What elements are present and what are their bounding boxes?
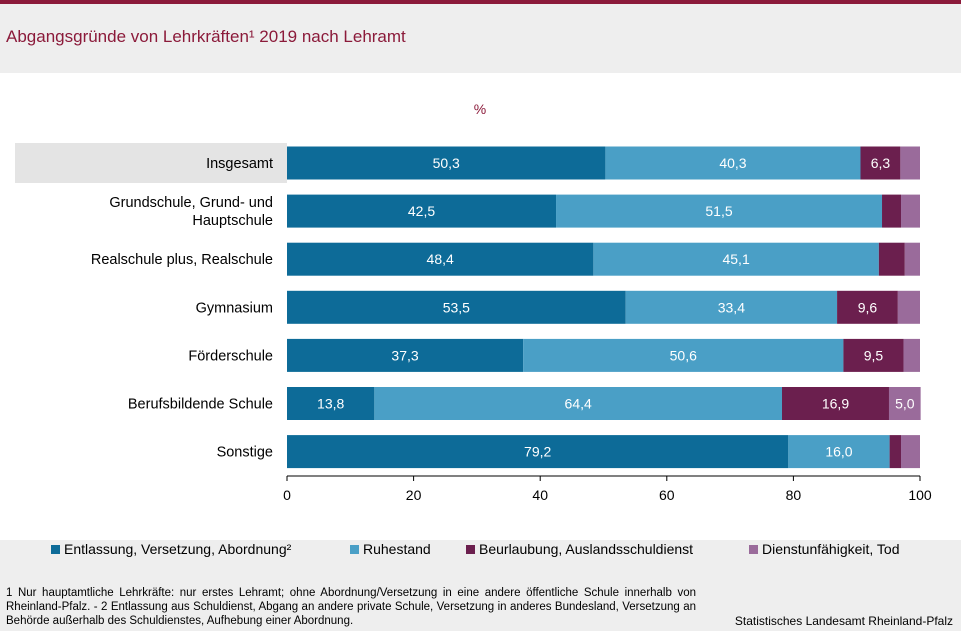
bar-segment (593, 242, 879, 276)
category-label: Hauptschule (192, 213, 273, 229)
bar-segment (782, 387, 889, 420)
data-label: 16,0 (825, 444, 852, 460)
category-label: Förderschule (188, 348, 273, 364)
bar-segment (625, 290, 838, 324)
bar-segment (837, 290, 898, 324)
legend-swatch (749, 544, 758, 554)
bar-segment (556, 194, 883, 228)
x-tick-label: 60 (659, 487, 675, 503)
bar-segment (889, 435, 902, 469)
bar-segment (901, 435, 920, 469)
category-label: Gymnasium (196, 300, 273, 316)
bar-segment (901, 194, 920, 228)
data-label: 53,5 (443, 299, 470, 315)
x-tick-label: 100 (908, 487, 932, 503)
legend-swatch (466, 544, 475, 554)
stacked-bar-chart: % Insgesamt 50,3 40,3 6,3 Grundschule, Grund-… (0, 80, 961, 540)
bar-segment (374, 387, 783, 420)
bar-segment (287, 338, 524, 372)
bar-segment (788, 435, 890, 469)
bar-segment (878, 242, 905, 276)
bar-segment (523, 338, 844, 372)
highlight-row-background (15, 143, 287, 183)
data-label: 37,3 (391, 347, 418, 363)
x-tick-label: 80 (786, 487, 802, 503)
data-label: 9,5 (864, 347, 884, 363)
legend-item: Ruhestand (350, 541, 431, 557)
category-label: Grundschule, Grund- und (109, 195, 273, 211)
x-tick-label: 0 (283, 487, 291, 503)
data-label: 64,4 (565, 396, 592, 412)
x-tick-label: 20 (406, 487, 422, 503)
legend-label: Ruhestand (363, 541, 431, 557)
bar-segment (287, 194, 557, 228)
chart-legend: Entlassung, Versetzung, Abordnung² Ruhest… (0, 541, 961, 559)
legend-label: Entlassung, Versetzung, Abordnung² (64, 541, 292, 557)
legend-label: Beurlaubung, Auslandsschuldienst (479, 541, 694, 557)
data-label: 50,3 (433, 155, 460, 171)
category-label: Sonstige (217, 445, 273, 461)
category-label: Insgesamt (206, 156, 273, 172)
category-label: Realschule plus, Realschule (91, 252, 273, 268)
data-label: 51,5 (705, 203, 732, 219)
bar-segment (287, 435, 789, 469)
data-label: 9,6 (858, 299, 878, 315)
bar-segment (860, 146, 901, 180)
category-label: Berufsbildende Schule (128, 397, 273, 413)
data-label: 42,5 (408, 203, 435, 219)
top-accent-line (0, 0, 961, 4)
bar-segment (843, 338, 904, 372)
data-label: 45,1 (722, 251, 749, 267)
data-label: 5,0 (895, 396, 915, 412)
bar-segment (903, 338, 920, 372)
data-label: 79,2 (524, 444, 551, 460)
legend-swatch (51, 544, 60, 554)
data-label: 48,4 (427, 251, 454, 267)
data-label: 33,4 (718, 299, 745, 315)
bar-segment (287, 146, 606, 180)
legend-swatch (350, 544, 359, 554)
legend-item: Beurlaubung, Auslandsschuldienst (466, 541, 693, 557)
bar-segment (605, 146, 861, 180)
bar-segment (287, 290, 626, 324)
data-label: 40,3 (719, 155, 746, 171)
bar-segment (888, 387, 921, 420)
data-label: 50,6 (670, 347, 697, 363)
x-tick-label: 40 (532, 487, 548, 503)
bar-segment (900, 146, 920, 180)
bar-segment (287, 242, 594, 276)
data-label: 13,8 (317, 396, 344, 412)
legend-label: Dienstunfähigkeit, Tod (762, 541, 900, 557)
unit-label: % (474, 101, 486, 117)
data-label: 16,9 (822, 396, 849, 412)
chart-title: Abgangsgründe von Lehrkräften¹ 2019 nach… (6, 27, 406, 46)
legend-item: Dienstunfähigkeit, Tod (749, 541, 900, 557)
bar-segment (904, 242, 920, 276)
source-note: Statistisches Landesamt Rheinland-Pfalz (734, 614, 953, 628)
title-separator (0, 73, 961, 80)
data-label: 6,3 (871, 155, 891, 171)
bar-segment (897, 290, 920, 324)
legend-item: Entlassung, Versetzung, Abordnung² (51, 541, 291, 557)
bar-segment (287, 387, 375, 420)
footnote: 1 Nur hauptamtliche Lehrkräfte: nur erst… (6, 587, 696, 627)
bar-segment (882, 194, 902, 228)
